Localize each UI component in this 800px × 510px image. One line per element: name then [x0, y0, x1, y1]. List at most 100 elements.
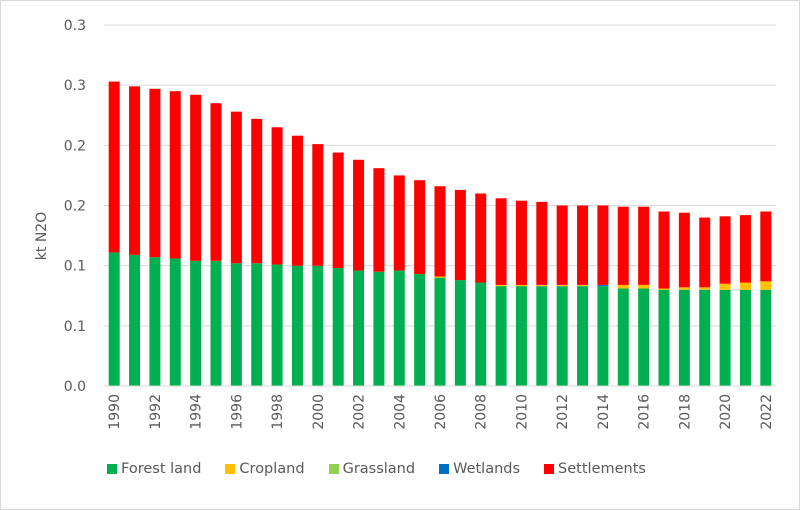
bar-forest-land-1997	[251, 263, 263, 386]
legend-swatch	[107, 464, 117, 474]
bar-settlements-2016	[638, 206, 650, 285]
bar-settlements-2009	[495, 198, 507, 285]
bar-cropland-2006	[434, 276, 446, 278]
x-tick-label: 2020	[718, 394, 734, 430]
x-tick-label: 2006	[433, 394, 449, 430]
y-tick-label: 0.2	[64, 138, 86, 154]
y-tick-label: 0.1	[64, 259, 86, 275]
x-tick-label: 2010	[514, 394, 530, 430]
bar-forest-land-1994	[190, 260, 202, 386]
bar-forest-land-1995	[210, 260, 222, 386]
bar-forest-land-2008	[475, 282, 487, 386]
bar-cropland-2012	[556, 284, 568, 287]
bar-settlements-1995	[210, 103, 222, 261]
bar-cropland-2019	[699, 287, 711, 290]
bar-settlements-2010	[515, 200, 527, 285]
bar-settlements-2005	[414, 180, 426, 275]
bar-forest-land-1999	[291, 265, 303, 386]
bar-cropland-2009	[495, 284, 507, 287]
bar-cropland-2018	[678, 287, 690, 290]
x-tick-label: 2008	[474, 394, 490, 430]
bar-settlements-1998	[271, 127, 283, 265]
y-tick-label: 0.1	[64, 319, 86, 335]
x-tick-label: 2018	[677, 394, 693, 430]
bar-settlements-1993	[169, 91, 181, 259]
bar-forest-land-1998	[271, 264, 283, 386]
x-tick-label: 1998	[270, 394, 286, 430]
bar-settlements-2018	[678, 212, 690, 288]
bar-cropland-2016	[638, 284, 650, 289]
x-tick-label: 2000	[311, 394, 327, 430]
bar-forest-land-2006	[434, 277, 446, 386]
bar-settlements-1999	[291, 135, 303, 266]
bar-settlements-2020	[719, 216, 731, 284]
bar-settlements-1991	[129, 86, 141, 255]
bar-settlements-2004	[393, 175, 405, 271]
x-tick-label: 1994	[189, 394, 205, 430]
bar-settlements-1997	[251, 118, 263, 264]
bar-forest-land-2012	[556, 286, 568, 386]
bar-forest-land-2017	[658, 289, 670, 386]
bar-forest-land-2022	[760, 289, 772, 386]
bar-settlements-2011	[536, 201, 548, 285]
bar-cropland-2020	[719, 283, 731, 290]
legend-item-wetlands: Wetlands	[439, 461, 520, 477]
bar-forest-land-2020	[719, 289, 731, 386]
y-axis-label: kt N2O	[34, 212, 50, 260]
bar-cropland-2021	[739, 282, 751, 290]
bar-settlements-1994	[190, 94, 202, 261]
bar-forest-land-2011	[536, 286, 548, 386]
bar-forest-land-2014	[597, 286, 609, 386]
legend-label: Grassland	[342, 461, 416, 477]
bar-settlements-1990	[108, 81, 120, 253]
bar-settlements-2012	[556, 205, 568, 285]
legend-item-grassland: Grassland	[328, 461, 416, 477]
bar-forest-land-2018	[678, 289, 690, 386]
legend-item-forest-land: Forest land	[107, 461, 201, 477]
x-tick-label: 2002	[352, 394, 368, 430]
bar-forest-land-1992	[149, 257, 161, 386]
bar-forest-land-1996	[230, 263, 242, 386]
bar-forest-land-2016	[638, 288, 650, 386]
x-tick-label: 2014	[596, 394, 612, 430]
bar-settlements-2003	[373, 168, 385, 272]
bar-settlements-2002	[353, 159, 365, 271]
x-axis-ticks: 1990 1992 1994 1996 1998 2000 2002 2004 2006 2008…	[107, 394, 775, 430]
bar-cropland-2011	[536, 284, 548, 287]
bar-forest-land-2013	[577, 286, 589, 386]
x-tick-label: 2004	[392, 394, 408, 430]
bar-cropland-2013	[577, 284, 589, 287]
bar-cropland-2017	[658, 288, 670, 290]
bar-settlements-2007	[454, 189, 466, 281]
y-tick-label: 0.3	[64, 78, 86, 94]
bar-settlements-2021	[739, 215, 751, 283]
legend-swatch	[328, 464, 339, 474]
x-tick-label: 1990	[107, 394, 123, 430]
legend-item-cropland: Cropland	[225, 461, 305, 477]
bar-forest-land-2009	[495, 286, 507, 386]
bar-settlements-2000	[312, 144, 324, 266]
bar-settlements-2008	[475, 193, 487, 283]
bar-settlements-2014	[597, 205, 609, 285]
x-tick-label: 2016	[637, 394, 653, 430]
legend-label: Settlements	[558, 461, 646, 477]
bar-settlements-2006	[434, 186, 446, 277]
bar-forest-land-2007	[454, 280, 466, 386]
bar-forest-land-2010	[515, 286, 527, 386]
x-tick-label: 2022	[759, 394, 775, 430]
bars	[104, 81, 776, 387]
legend-swatch	[439, 464, 450, 474]
legend-label: Cropland	[239, 461, 305, 477]
bar-forest-land-2000	[312, 265, 324, 386]
bar-forest-land-1991	[129, 254, 141, 386]
bar-settlements-2013	[577, 205, 589, 285]
x-tick-label: 1992	[148, 394, 164, 430]
bar-settlements-1992	[149, 88, 161, 258]
bar-forest-land-1990	[108, 252, 120, 386]
legend-swatch	[225, 464, 236, 474]
bar-forest-land-2003	[373, 271, 385, 386]
legend: Forest land Cropland Grassland Wetlands Sett…	[107, 461, 670, 477]
x-tick-label: 2012	[555, 394, 571, 430]
bar-settlements-2015	[617, 206, 629, 285]
